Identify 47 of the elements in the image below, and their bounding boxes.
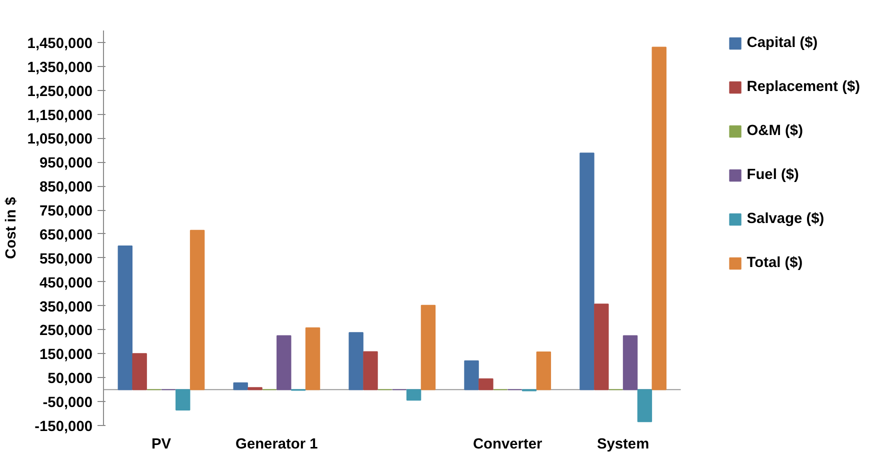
legend-label: Capital ($) bbox=[746, 35, 818, 51]
bar bbox=[132, 353, 147, 390]
bar bbox=[622, 335, 638, 390]
y-tick-label: 650,000 bbox=[40, 227, 93, 244]
bar bbox=[406, 389, 422, 401]
bar bbox=[305, 327, 320, 390]
legend-label: O&M ($) bbox=[746, 123, 803, 139]
y-tick-label: -150,000 bbox=[34, 419, 92, 435]
bar bbox=[190, 230, 205, 390]
bar bbox=[637, 389, 652, 422]
bar bbox=[348, 332, 364, 390]
bar bbox=[276, 335, 292, 390]
y-tick-label: 1,350,000 bbox=[27, 60, 92, 76]
y-tick-label: 1,450,000 bbox=[27, 36, 92, 52]
y-tick-label: 850,000 bbox=[40, 180, 93, 196]
bar bbox=[580, 152, 594, 390]
y-tick-label: 350,000 bbox=[40, 299, 93, 316]
y-tick-label: 1,250,000 bbox=[27, 84, 92, 100]
x-tick-label: Converter bbox=[472, 436, 543, 452]
bar bbox=[536, 352, 552, 390]
y-tick-label: 1,050,000 bbox=[27, 132, 92, 148]
bar bbox=[118, 245, 133, 390]
y-tick-label: 750,000 bbox=[40, 204, 93, 220]
legend-label: Replacement ($) bbox=[746, 79, 860, 95]
bar bbox=[594, 304, 609, 390]
x-tick-label: System bbox=[596, 436, 650, 452]
bar bbox=[176, 389, 190, 410]
legend-label: Fuel ($) bbox=[746, 167, 799, 183]
bar bbox=[478, 378, 494, 390]
bar bbox=[420, 304, 436, 390]
y-tick-label: 450,000 bbox=[40, 275, 93, 292]
y-tick-label: 150,000 bbox=[40, 347, 93, 364]
y-tick-label: 1,150,000 bbox=[27, 108, 92, 124]
y-tick-label: -50,000 bbox=[42, 395, 93, 412]
y-tick-label: 50,000 bbox=[48, 371, 92, 388]
x-tick-label: PV bbox=[151, 436, 172, 452]
y-tick-label: 550,000 bbox=[40, 251, 93, 268]
y-tick-label: 250,000 bbox=[40, 323, 93, 340]
bar bbox=[363, 351, 378, 390]
x-tick-label: Generator 1 bbox=[236, 436, 318, 452]
y-axis-title: Cost in $ bbox=[3, 197, 20, 259]
y-tick-label: 950,000 bbox=[40, 156, 93, 172]
legend-label: Salvage ($) bbox=[746, 211, 824, 227]
bar bbox=[652, 46, 666, 390]
bar bbox=[464, 360, 479, 390]
bar bbox=[233, 382, 248, 390]
legend-label: Total ($) bbox=[746, 255, 803, 271]
